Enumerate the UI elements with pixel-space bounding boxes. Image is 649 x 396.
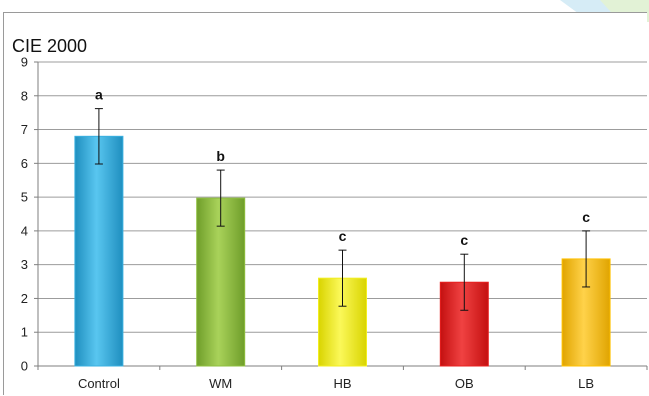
y-tick-label: 4: [21, 223, 28, 238]
significance-letter-ob: c: [460, 232, 468, 248]
bar-control: [74, 135, 124, 367]
y-tick-label: 7: [21, 122, 28, 137]
y-tick-label: 3: [21, 257, 28, 272]
x-tick-labels: Control WM HB OB LB: [78, 376, 594, 391]
x-tick-label-wm: WM: [209, 376, 232, 391]
significance-letter-hb: c: [339, 228, 347, 244]
y-tick-label: 5: [21, 190, 28, 205]
error-bars: [94, 108, 591, 311]
y-tick-label: 2: [21, 291, 28, 306]
y-tick-label: 6: [21, 156, 28, 171]
x-tick-label-hb: HB: [333, 376, 351, 391]
y-tick-label: 8: [21, 88, 28, 103]
x-tick-label-control: Control: [78, 376, 120, 391]
y-tick-labels: 0 1 2 3 4 5 6 7 8 9: [21, 55, 28, 374]
y-tick-label: 1: [21, 325, 28, 340]
significance-letter-wm: b: [216, 148, 225, 164]
significance-letters: a b c c c: [95, 87, 590, 249]
y-tick-label: 0: [21, 359, 28, 374]
grid-lines: [38, 61, 647, 333]
significance-letter-lb: c: [582, 209, 590, 225]
chart-title: CIE 2000: [12, 36, 87, 56]
x-tick-label-ob: OB: [455, 376, 474, 391]
y-tick-label: 9: [21, 55, 28, 70]
x-tick-label-lb: LB: [578, 376, 594, 391]
significance-letter-control: a: [95, 87, 103, 103]
